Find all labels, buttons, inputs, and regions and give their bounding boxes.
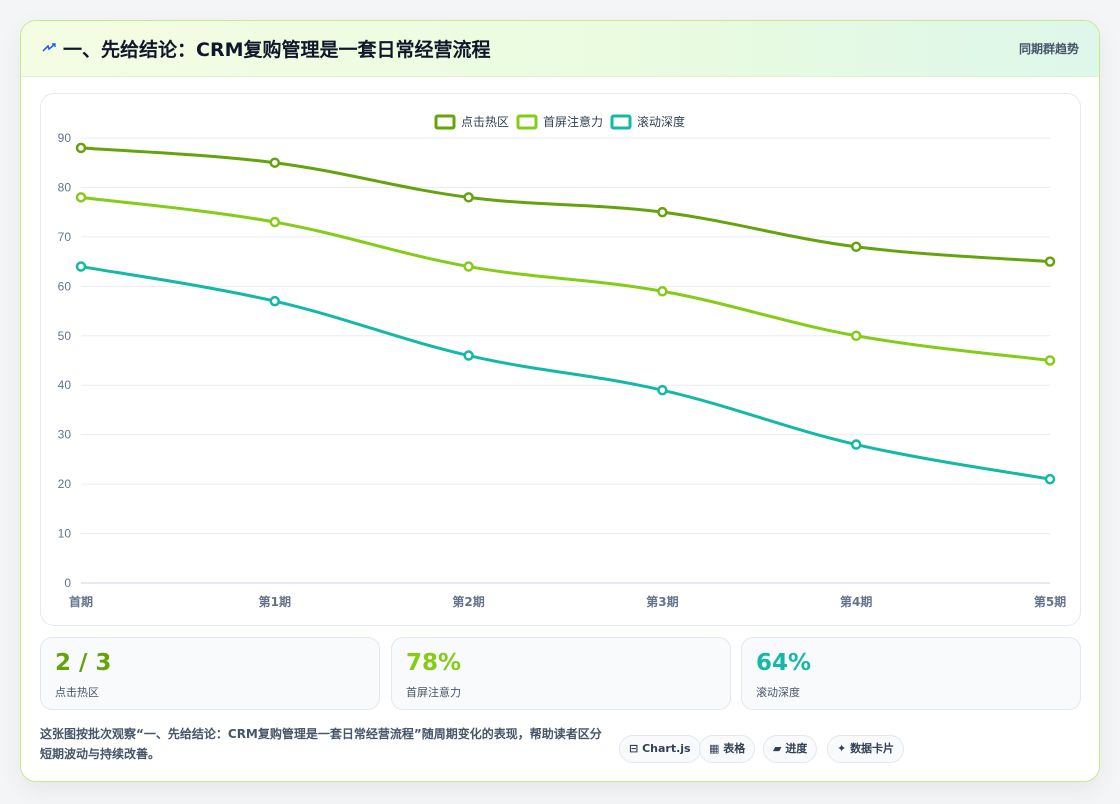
chart-card: 一、先给结论：CRM复购管理是一套日常经营流程 同期群趋势 0 10 20 30 40 5… [20, 20, 1100, 782]
y-tick-label: 80 [58, 180, 72, 194]
data-point [75, 261, 87, 272]
chip-table[interactable]: ▦ 表格 [699, 735, 756, 763]
y-tick-label: 70 [58, 230, 72, 244]
line-chart: 0 10 20 30 40 50 60 70 80 90 首期 第1期 第2期 第3期 第4期 第5期 点击热区… [58, 114, 1067, 609]
y-tick-label: 10 [58, 527, 72, 541]
data-point [850, 330, 862, 342]
data-point [269, 157, 281, 168]
data-point [657, 286, 668, 297]
chart-panel: 0 10 20 30 40 50 60 70 80 90 首期 第1期 第2期 第3期 第4期 第5期 点击热区… [40, 93, 1081, 626]
legend-label: 首屏注意力 [543, 114, 603, 129]
legend-label: 滚动深度 [637, 114, 685, 129]
data-point [269, 216, 281, 228]
progress-icon: ▰ [773, 742, 782, 755]
sparkle-icon: ✦ [837, 742, 847, 755]
data-point [463, 192, 474, 203]
legend-swatch [610, 114, 632, 130]
stat-value: 64% [756, 650, 812, 676]
y-tick-label: 40 [58, 378, 72, 392]
stat-value: 78% [406, 650, 462, 676]
x-tick-label: 第2期 [452, 594, 484, 609]
page-title: 一、先给结论：CRM复购管理是一套日常经营流程 [63, 39, 491, 61]
data-point [75, 142, 87, 154]
series-line-2 [80, 265, 1051, 481]
x-tick-label: 首期 [69, 594, 93, 609]
chip-label: Chart.js [642, 742, 691, 755]
data-point [1044, 473, 1056, 485]
y-tick-label: 90 [58, 131, 72, 145]
bolt-icon [42, 43, 56, 52]
chip-label: 表格 [723, 742, 746, 755]
data-point [850, 439, 862, 450]
data-point [75, 192, 87, 203]
chip-label: 数据卡片 [850, 742, 895, 755]
data-point [463, 261, 474, 272]
stat-card-scroll-depth: 64% 滚动深度 [741, 637, 1081, 710]
legend-swatch [434, 114, 456, 130]
data-point [1044, 256, 1056, 267]
data-point [657, 206, 668, 218]
data-point [657, 384, 668, 396]
x-tick-label: 第4期 [840, 594, 872, 609]
chip-progress[interactable]: ▰ 进度 [763, 735, 818, 763]
stat-label: 点击热区 [55, 686, 99, 699]
data-point [850, 241, 862, 253]
stat-value: 2 / 3 [55, 650, 112, 676]
y-tick-label: 60 [58, 279, 72, 293]
y-tick-label: 50 [58, 329, 72, 343]
stat-card-first-screen: 78% 首屏注意力 [391, 637, 731, 710]
stat-label: 滚动深度 [756, 686, 800, 699]
chip-chartjs[interactable]: ⊟ Chart.js [619, 735, 701, 763]
table-icon: ▦ [709, 742, 720, 755]
cohort-trend-link[interactable]: 同期群趋势 [1018, 42, 1079, 56]
data-point [1044, 355, 1056, 366]
x-tick-label: 第3期 [646, 594, 678, 609]
legend-label: 点击热区 [461, 115, 509, 129]
x-tick-label: 第5期 [1034, 594, 1066, 609]
x-tick-label: 第1期 [259, 594, 291, 609]
code-icon: ⊟ [629, 742, 639, 755]
y-tick-label: 0 [64, 576, 71, 590]
chart-description: 这张图按批次观察“一、先给结论：CRM复购管理是一套日常经营流程”随周期变化的表… [40, 727, 602, 761]
chip-label: 进度 [785, 742, 808, 755]
series-line-1 [80, 195, 1051, 362]
stat-card-click-heat: 2 / 3 点击热区 [40, 637, 380, 710]
y-tick-label: 20 [58, 477, 72, 491]
stat-label: 首屏注意力 [406, 686, 461, 699]
card-header: 一、先给结论：CRM复购管理是一套日常经营流程 同期群趋势 [21, 21, 1099, 77]
y-tick-label: 30 [58, 428, 72, 442]
series-line-0 [80, 146, 1051, 264]
data-point [463, 350, 474, 361]
chip-data-card[interactable]: ✦ 数据卡片 [827, 735, 905, 763]
data-point [269, 295, 281, 307]
legend-swatch [516, 114, 538, 130]
